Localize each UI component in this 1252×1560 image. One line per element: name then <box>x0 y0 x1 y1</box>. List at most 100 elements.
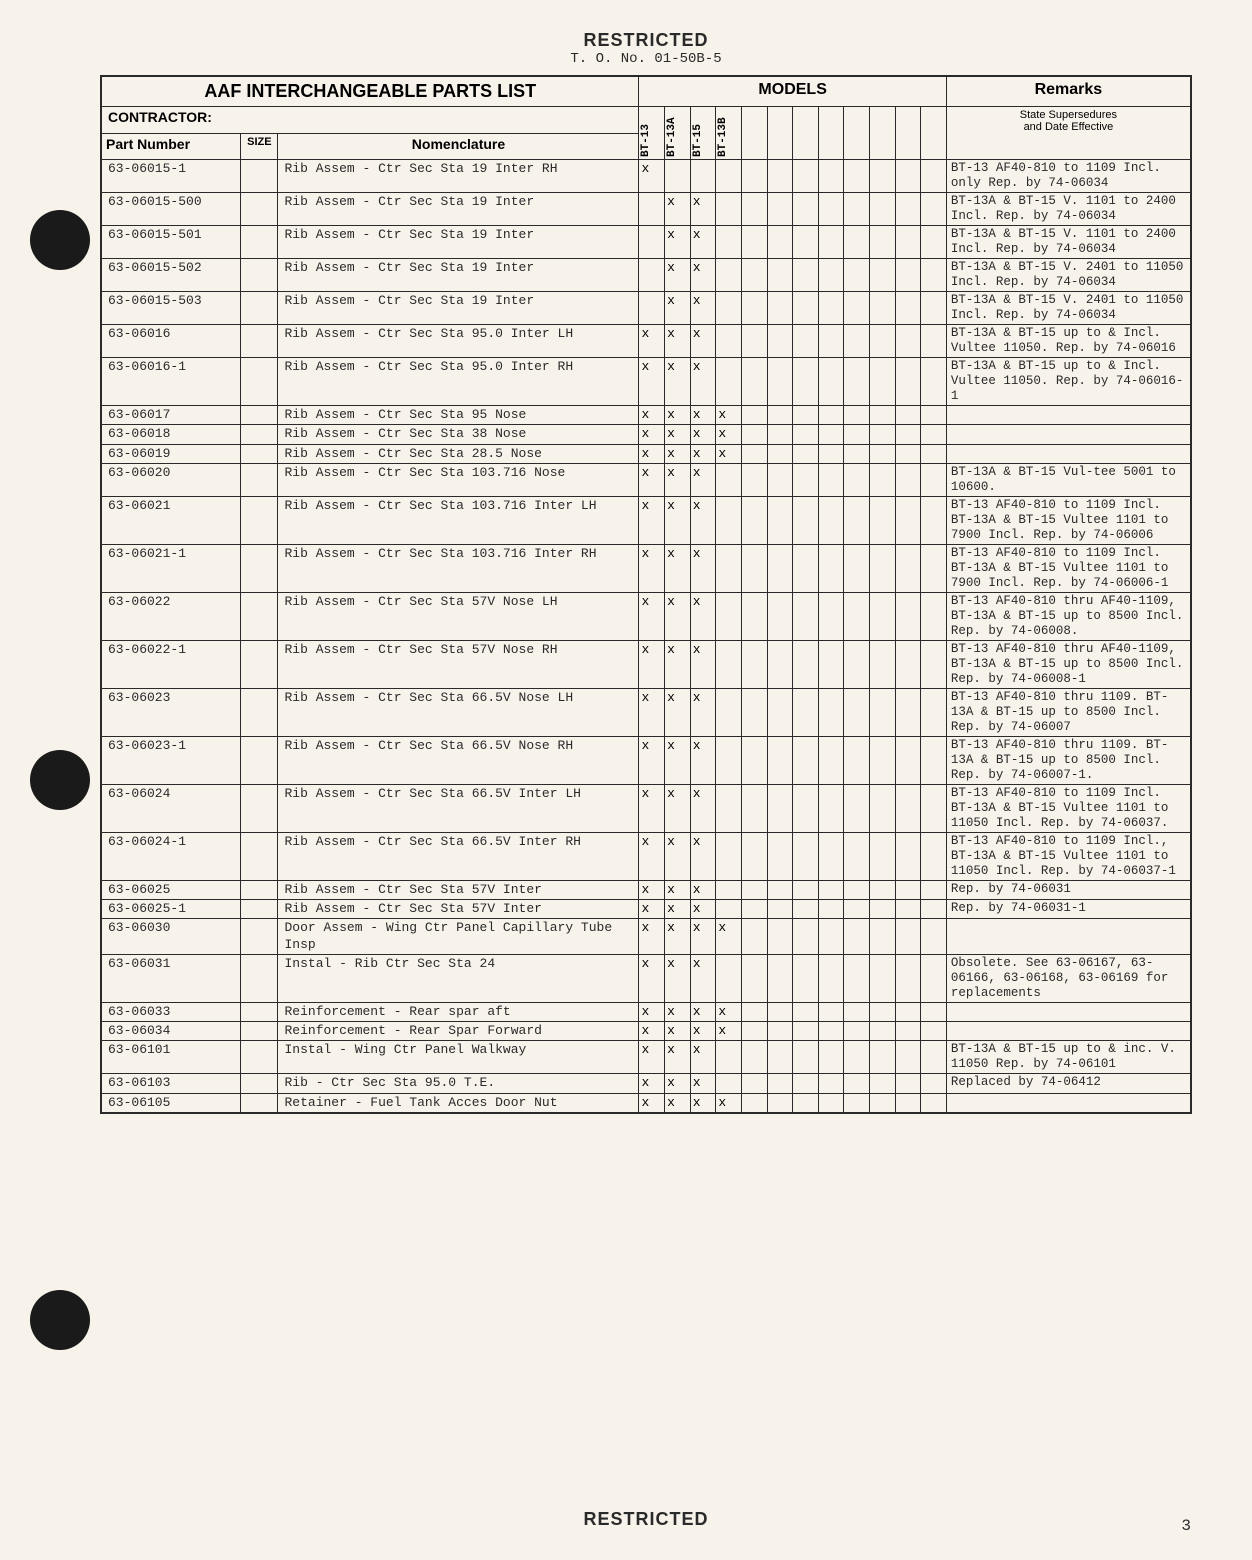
model-mark-cell <box>741 226 767 259</box>
part-number-cell: 63-06034 <box>101 1022 241 1041</box>
model-mark-cell <box>741 193 767 226</box>
model-mark-cell <box>895 1002 921 1021</box>
model-mark-cell <box>844 919 870 955</box>
model-mark-cell <box>869 640 895 688</box>
model-mark-cell <box>895 226 921 259</box>
model-mark-cell <box>716 880 742 899</box>
model-mark-cell <box>869 358 895 406</box>
model-mark-cell <box>716 900 742 919</box>
model-mark-cell <box>869 444 895 463</box>
model-mark-cell <box>793 292 819 325</box>
model-mark-cell <box>895 880 921 899</box>
nomenclature-cell: Rib Assem - Ctr Sec Sta 103.716 Inter RH <box>278 544 639 592</box>
model-mark-cell <box>818 784 844 832</box>
model-mark-cell <box>921 160 947 193</box>
model-mark-cell <box>767 1041 793 1074</box>
remarks-cell: BT-13A & BT-15 up to & Incl. Vultee 1105… <box>946 325 1191 358</box>
model-mark-cell <box>844 954 870 1002</box>
model-mark-cell <box>895 1022 921 1041</box>
model-mark-cell <box>869 1074 895 1093</box>
model-mark-cell <box>921 406 947 425</box>
model-mark-cell <box>767 832 793 880</box>
model-mark-cell <box>818 444 844 463</box>
model-mark-cell <box>741 160 767 193</box>
model-mark-cell: x <box>665 784 691 832</box>
model-mark-cell: x <box>690 1093 716 1113</box>
model-mark-cell: x <box>690 1074 716 1093</box>
model-mark-cell: x <box>690 900 716 919</box>
model-mark-cell: x <box>690 1002 716 1021</box>
table-row: 63-06024-1Rib Assem - Ctr Sec Sta 66.5V … <box>101 832 1191 880</box>
remarks-cell: BT-13 AF40-810 to 1109 Incl. BT-13A & BT… <box>946 544 1191 592</box>
model-mark-cell <box>844 688 870 736</box>
nomenclature-cell: Reinforcement - Rear Spar Forward <box>278 1022 639 1041</box>
model-mark-cell <box>818 463 844 496</box>
model-mark-cell <box>869 880 895 899</box>
model-mark-cell <box>921 425 947 444</box>
nomenclature-cell: Rib Assem - Ctr Sec Sta 57V Nose RH <box>278 640 639 688</box>
model-mark-cell <box>665 160 691 193</box>
model-mark-cell <box>921 832 947 880</box>
model-mark-cell <box>869 259 895 292</box>
size-cell <box>241 784 278 832</box>
model-mark-cell <box>818 1002 844 1021</box>
model-mark-cell: x <box>716 444 742 463</box>
part-number-cell: 63-06016-1 <box>101 358 241 406</box>
model-mark-cell <box>844 1074 870 1093</box>
model-mark-cell <box>793 1022 819 1041</box>
model-mark-cell <box>921 544 947 592</box>
size-cell <box>241 425 278 444</box>
table-row: 63-06015-503Rib Assem - Ctr Sec Sta 19 I… <box>101 292 1191 325</box>
model-mark-cell <box>793 736 819 784</box>
table-row: 63-06015-500Rib Assem - Ctr Sec Sta 19 I… <box>101 193 1191 226</box>
model-mark-cell: x <box>639 880 665 899</box>
model-mark-cell <box>921 444 947 463</box>
model-mark-cell <box>741 919 767 955</box>
model-mark-cell <box>869 193 895 226</box>
model-mark-cell <box>793 358 819 406</box>
model-mark-cell: x <box>690 259 716 292</box>
model-mark-cell <box>716 496 742 544</box>
model-mark-cell <box>793 325 819 358</box>
size-cell <box>241 592 278 640</box>
model-mark-cell: x <box>690 640 716 688</box>
model-mark-cell <box>921 463 947 496</box>
table-row: 63-06019Rib Assem - Ctr Sec Sta 28.5 Nos… <box>101 444 1191 463</box>
remarks-cell: BT-13 AF40-810 thru AF40-1109, BT-13A & … <box>946 592 1191 640</box>
page-number: 3 <box>1181 1517 1192 1535</box>
remarks-cell <box>946 1002 1191 1021</box>
model-mark-cell <box>818 954 844 1002</box>
contractor-header: CONTRACTOR: <box>101 107 639 134</box>
model-mark-cell: x <box>716 1002 742 1021</box>
model-mark-cell <box>716 160 742 193</box>
model-col-header <box>844 107 846 159</box>
model-mark-cell <box>767 1002 793 1021</box>
model-mark-cell <box>869 736 895 784</box>
model-mark-cell: x <box>639 919 665 955</box>
model-mark-cell <box>818 496 844 544</box>
model-mark-cell: x <box>665 1041 691 1074</box>
model-mark-cell <box>767 592 793 640</box>
part-number-cell: 63-06022-1 <box>101 640 241 688</box>
model-mark-cell <box>869 406 895 425</box>
model-mark-cell <box>921 1041 947 1074</box>
model-mark-cell <box>844 1002 870 1021</box>
model-mark-cell <box>741 954 767 1002</box>
model-mark-cell <box>716 1074 742 1093</box>
nomenclature-cell: Rib Assem - Ctr Sec Sta 19 Inter <box>278 292 639 325</box>
model-mark-cell <box>895 406 921 425</box>
model-mark-cell <box>895 292 921 325</box>
model-col-header <box>921 107 923 159</box>
footer: RESTRICTED 3 <box>100 1509 1192 1530</box>
part-number-cell: 63-06025-1 <box>101 900 241 919</box>
table-row: 63-06018Rib Assem - Ctr Sec Sta 38 Nosex… <box>101 425 1191 444</box>
model-mark-cell <box>741 292 767 325</box>
supersedures-header: State Supersedures and Date Effective <box>946 107 1191 160</box>
table-row: 63-06033Reinforcement - Rear spar aftxxx… <box>101 1002 1191 1021</box>
model-mark-cell <box>818 880 844 899</box>
model-col-header <box>742 107 744 159</box>
table-row: 63-06101Instal - Wing Ctr Panel Walkwayx… <box>101 1041 1191 1074</box>
remarks-cell: BT-13 AF40-810 thru 1109. BT-13A & BT-15… <box>946 736 1191 784</box>
model-mark-cell: x <box>690 425 716 444</box>
model-mark-cell: x <box>639 640 665 688</box>
